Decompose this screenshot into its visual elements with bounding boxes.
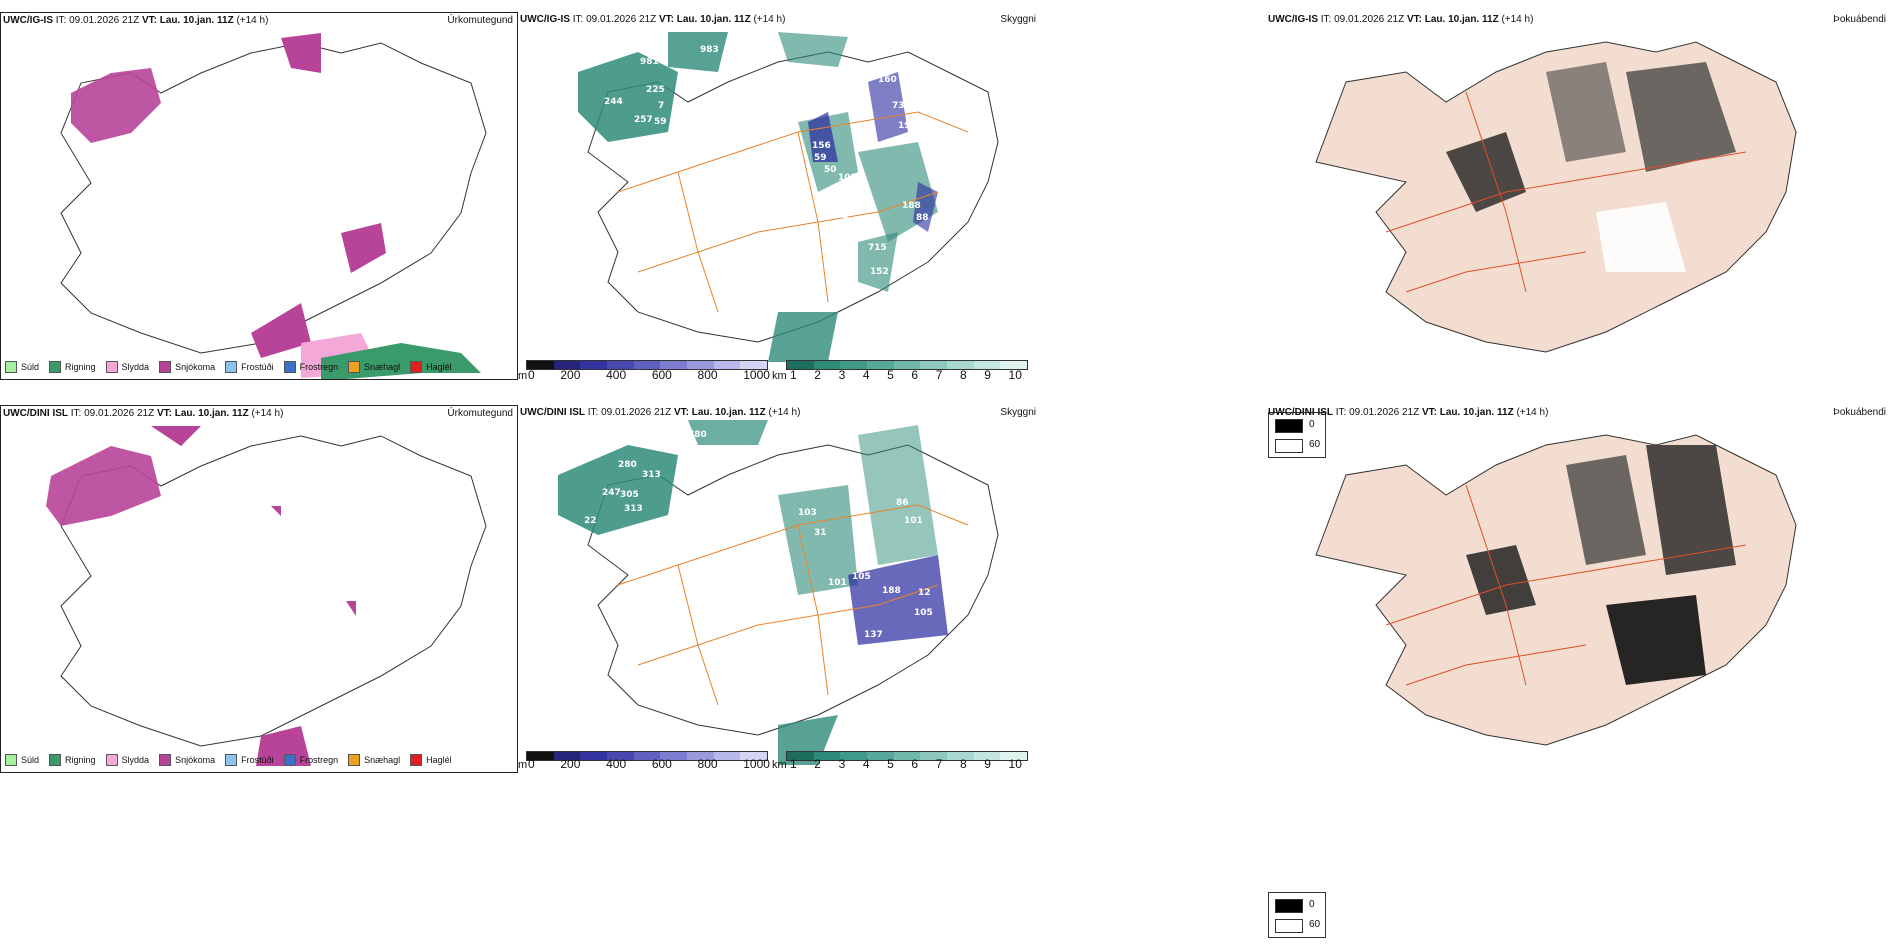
vis-number: 257 [634,115,653,125]
vis-number: 22 [584,516,597,526]
legend-item: Snæhagl [348,361,400,373]
vis-number: 19 [788,151,801,161]
vis-number: 86 [896,498,909,508]
vis-number: 244 [604,97,623,107]
panel-title: UWC/IG-IS IT: 09.01.2026 21Z VT: Lau. 10… [520,14,786,25]
legend-item: Frostregn [283,361,338,373]
vis-number: 105 [852,572,871,582]
visibility-label: Skyggni [1000,407,1036,418]
vis-number: 105 [914,608,933,618]
precip-type-legend: Súld Rigning Slydda Snjókoma Frostúði Fr… [5,361,452,373]
vis-number: 191 [784,193,803,203]
km-ticks: 1 2 3 4 5 6 7 8 9 10 [790,757,1022,771]
vis-number: 101 [904,516,923,526]
vis-number: 313 [624,504,643,514]
vis-number: 225 [646,85,665,95]
panel-title: UWC/DINI ISL IT: 09.01.2026 21Z VT: Lau.… [520,407,801,418]
vis-number: 101 [828,578,847,588]
height-unit: m [518,759,528,771]
height-colorbar [526,751,768,761]
legend-item: Súld [5,754,39,766]
legend-item: Snjókoma [159,361,215,373]
height-ticks: 0 200 400 600 800 1000 [528,368,770,380]
fog-label: Þokuábendi [1833,14,1886,25]
vis-number: 191 [898,121,917,131]
vis-number: 152 [870,267,889,277]
vis-number: 109 [780,123,799,133]
vis-number: 31 [814,528,827,538]
km-unit: km [772,759,787,771]
vis-number: 983 [700,45,719,55]
vis-number: 131 [910,241,929,251]
fog-legend-top: 0 60 [1268,412,1326,458]
precip-type-panel-bottom: UWC/DINI ISL IT: 09.01.2026 21Z VT: Lau.… [0,405,518,773]
fog-legend-bottom: 0 60 [1268,892,1326,938]
visibility-panel-bottom: UWC/DINI ISL IT: 09.01.2026 21Z VT: Lau.… [518,405,1038,773]
vis-number: 780 [688,430,707,440]
vis-number: 188 [902,201,921,211]
vis-number: 247 [602,488,621,498]
legend-item: Súld [5,361,39,373]
legend-item: Slydda [105,361,149,373]
iceland-precip-map [60,33,487,379]
vis-number: 12 [918,588,931,598]
fog-panel-bottom: UWC/DINI ISL IT: 09.01.2026 21Z VT: Lau.… [1266,405,1900,885]
iceland-fog-map [1315,434,1797,746]
iceland-fog-map [1315,41,1797,353]
vis-number: 981 [640,57,659,67]
vis-number: 88 [916,213,929,223]
precip-type-label: Úrkomutegund [447,15,513,26]
panel-title: UWC/IG-IS IT: 09.01.2026 21Z VT: Lau. 10… [3,15,269,26]
iceland-precip-map [46,426,487,766]
legend-item: Slydda [105,754,149,766]
panel-title: UWC/IG-IS IT: 09.01.2026 21Z VT: Lau. 10… [1268,14,1534,25]
vis-number: 280 [618,460,637,470]
precip-type-panel-top: UWC/IG-IS IT: 09.01.2026 21Z VT: Lau. 10… [0,12,518,380]
fog-label: Þokuábendi [1833,407,1886,418]
km-unit: km [772,370,787,380]
vis-number: 7 [658,101,664,111]
panel-title: UWC/DINI ISL IT: 09.01.2026 21Z VT: Lau.… [1268,407,1549,418]
legend-item: Frostúði [225,361,274,373]
iceland-visibility-map: 780 280 313 247 305 313 22 103 31 86 101… [558,420,999,765]
vis-number: 59 [654,117,667,127]
legend-item: Frostregn [283,754,338,766]
km-ticks: 1 2 3 4 5 6 7 8 9 10 [790,368,1022,380]
vis-number: 188 [882,586,901,596]
vis-number: 21 [836,211,849,221]
vis-number: 59 [814,153,827,163]
legend-item: Rigning [49,361,96,373]
height-colorbar [526,360,768,370]
visibility-panel-top: UWC/IG-IS IT: 09.01.2026 21Z VT: Lau. 10… [518,12,1038,380]
precip-type-legend: Súld Rigning Slydda Snjókoma Frostúði Fr… [5,754,452,766]
vis-number: 137 [864,630,883,640]
legend-item: Snjókoma [159,754,215,766]
km-colorbar [786,360,1028,370]
vis-number: 50 [824,165,837,175]
legend-item: Haglél [410,361,452,373]
vis-number: 156 [812,141,831,151]
vis-number: 68 [840,191,853,201]
km-colorbar [786,751,1028,761]
vis-number: 305 [620,490,639,500]
legend-item: Haglél [410,754,452,766]
panel-title: UWC/DINI ISL IT: 09.01.2026 21Z VT: Lau.… [3,408,284,419]
precip-type-label: Úrkomutegund [447,408,513,419]
vis-number: 313 [642,470,661,480]
visibility-label: Skyggni [1000,14,1036,25]
vis-number: 160 [878,75,897,85]
iceland-visibility-map: 983 981 244 225 7 257 59 109 156 59 50 1… [578,32,999,362]
fog-panel-top: UWC/IG-IS IT: 09.01.2026 21Z VT: Lau. 10… [1266,12,1900,392]
height-unit: m [518,370,528,380]
vis-number: 103 [798,508,817,518]
vis-number: 715 [868,243,887,253]
legend-item: Snæhagl [348,754,400,766]
legend-item: Frostúði [225,754,274,766]
vis-number: 593 [866,664,885,674]
legend-item: Rigning [49,754,96,766]
height-ticks: 0 200 400 600 800 1000 [528,757,770,771]
vis-number: 100 [838,173,857,183]
vis-number: 73 [892,101,905,111]
